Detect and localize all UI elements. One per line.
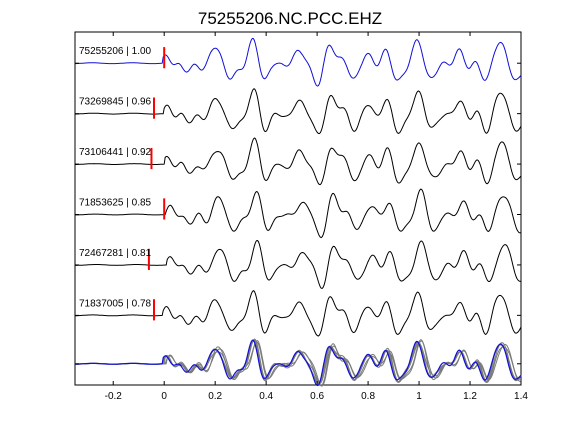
- trace-label: 71837005 | 0.78: [79, 298, 152, 309]
- x-tick-label: 0.2: [208, 391, 222, 402]
- trace-label: 71853625 | 0.85: [79, 197, 152, 208]
- trace-line: [74, 88, 522, 135]
- trace-group: [74, 37, 522, 387]
- x-tick-label: 0.8: [361, 391, 375, 402]
- x-tick-label: 1.2: [463, 391, 477, 402]
- trace-label: 75255206 | 1.00: [79, 46, 152, 57]
- x-tick-label: 1: [416, 391, 422, 402]
- pick-marker-group: [147, 47, 166, 321]
- y-axis-ticks: [75, 62, 521, 365]
- trace-line: [75, 188, 522, 239]
- x-tick-label: -0.2: [105, 391, 123, 402]
- x-axis-ticks: -0.2 0 0.2 0.4 0.6 0.8 1 1.2 1.4: [105, 32, 528, 402]
- trace-label: 73269845 | 0.96: [79, 97, 152, 108]
- chart-title: 75255206.NC.PCC.EHZ: [198, 9, 382, 28]
- overlay-reference-trace: [75, 339, 522, 387]
- trace-label: 72467281 | 0.81: [79, 248, 152, 259]
- x-tick-label: 0: [161, 391, 167, 402]
- trace-line: [75, 37, 522, 87]
- trace-line: [75, 137, 522, 186]
- x-tick-label: 1.4: [514, 391, 528, 402]
- x-tick-label: 0.6: [310, 391, 324, 402]
- trace-label: 73106441 | 0.92: [79, 147, 152, 158]
- x-tick-label: 0.4: [259, 391, 273, 402]
- trace-label-group: 75255206 | 1.00 73269845 | 0.96 73106441 |…: [79, 46, 152, 309]
- trace-line: [75, 289, 522, 337]
